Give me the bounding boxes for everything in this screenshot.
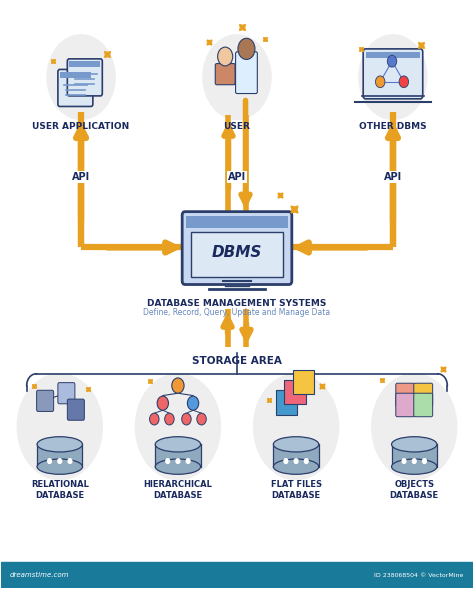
- FancyBboxPatch shape: [36, 391, 54, 412]
- FancyBboxPatch shape: [58, 383, 75, 404]
- FancyBboxPatch shape: [215, 64, 235, 85]
- Circle shape: [402, 459, 406, 464]
- Circle shape: [172, 378, 184, 393]
- FancyBboxPatch shape: [60, 72, 91, 78]
- Circle shape: [186, 459, 190, 464]
- Text: FLAT FILES
DATABASE: FLAT FILES DATABASE: [271, 479, 321, 499]
- Text: DATABASE MANAGEMENT SYSTEMS: DATABASE MANAGEMENT SYSTEMS: [147, 299, 327, 307]
- FancyBboxPatch shape: [363, 49, 423, 99]
- Circle shape: [399, 76, 409, 88]
- Circle shape: [387, 55, 397, 67]
- Circle shape: [150, 413, 159, 425]
- Circle shape: [48, 459, 52, 464]
- Bar: [273, 444, 319, 466]
- Ellipse shape: [155, 436, 201, 452]
- Text: USER APPLICATION: USER APPLICATION: [32, 123, 130, 131]
- Circle shape: [284, 459, 288, 464]
- Circle shape: [166, 459, 170, 464]
- FancyBboxPatch shape: [67, 59, 102, 96]
- Circle shape: [238, 38, 255, 59]
- Circle shape: [182, 413, 191, 425]
- Ellipse shape: [37, 436, 82, 452]
- Circle shape: [422, 459, 426, 464]
- FancyBboxPatch shape: [276, 391, 297, 415]
- Text: ID 238068504 © VectorMine: ID 238068504 © VectorMine: [374, 573, 464, 578]
- Text: USER: USER: [224, 123, 250, 131]
- Circle shape: [254, 374, 338, 479]
- Bar: [37, 444, 82, 466]
- FancyBboxPatch shape: [396, 383, 415, 407]
- Ellipse shape: [273, 459, 319, 474]
- Circle shape: [359, 35, 427, 120]
- Text: STORAGE AREA: STORAGE AREA: [192, 356, 282, 366]
- Text: HIERARCHICAL
DATABASE: HIERARCHICAL DATABASE: [144, 479, 212, 499]
- Circle shape: [164, 413, 174, 425]
- FancyBboxPatch shape: [182, 211, 292, 284]
- FancyBboxPatch shape: [414, 393, 433, 417]
- Text: RELATIONAL
DATABASE: RELATIONAL DATABASE: [31, 479, 89, 499]
- FancyBboxPatch shape: [67, 399, 84, 420]
- FancyBboxPatch shape: [58, 70, 93, 107]
- FancyBboxPatch shape: [191, 231, 283, 277]
- Circle shape: [136, 374, 220, 479]
- FancyBboxPatch shape: [284, 380, 306, 405]
- FancyBboxPatch shape: [365, 52, 420, 58]
- Circle shape: [412, 459, 416, 464]
- Circle shape: [187, 396, 199, 411]
- FancyBboxPatch shape: [293, 370, 314, 395]
- FancyBboxPatch shape: [236, 52, 257, 94]
- FancyBboxPatch shape: [396, 393, 415, 417]
- Text: Define, Record, Query, Update and Manage Data: Define, Record, Query, Update and Manage…: [144, 308, 330, 317]
- Text: OBJECTS
DATABASE: OBJECTS DATABASE: [390, 479, 439, 499]
- Circle shape: [203, 35, 271, 120]
- Text: API: API: [228, 172, 246, 182]
- Text: OTHER DBMS: OTHER DBMS: [359, 123, 427, 131]
- Circle shape: [372, 374, 457, 479]
- FancyBboxPatch shape: [414, 383, 433, 407]
- Ellipse shape: [392, 436, 437, 452]
- Circle shape: [304, 459, 308, 464]
- Circle shape: [197, 413, 206, 425]
- Text: dreamstime.com: dreamstime.com: [10, 572, 70, 578]
- Circle shape: [17, 374, 102, 479]
- Circle shape: [47, 35, 115, 120]
- Ellipse shape: [155, 459, 201, 474]
- Circle shape: [375, 76, 385, 88]
- Circle shape: [176, 459, 180, 464]
- Circle shape: [294, 459, 298, 464]
- Bar: [155, 444, 201, 466]
- Ellipse shape: [392, 459, 437, 474]
- Circle shape: [68, 459, 72, 464]
- Text: API: API: [72, 172, 90, 182]
- FancyBboxPatch shape: [186, 216, 288, 228]
- Circle shape: [58, 459, 62, 464]
- Ellipse shape: [37, 459, 82, 474]
- Circle shape: [218, 47, 233, 66]
- Bar: [0, 562, 474, 588]
- Ellipse shape: [273, 436, 319, 452]
- Bar: [392, 444, 437, 466]
- Text: API: API: [384, 172, 402, 182]
- Text: DBMS: DBMS: [212, 244, 262, 260]
- Circle shape: [157, 396, 168, 411]
- FancyBboxPatch shape: [69, 61, 100, 67]
